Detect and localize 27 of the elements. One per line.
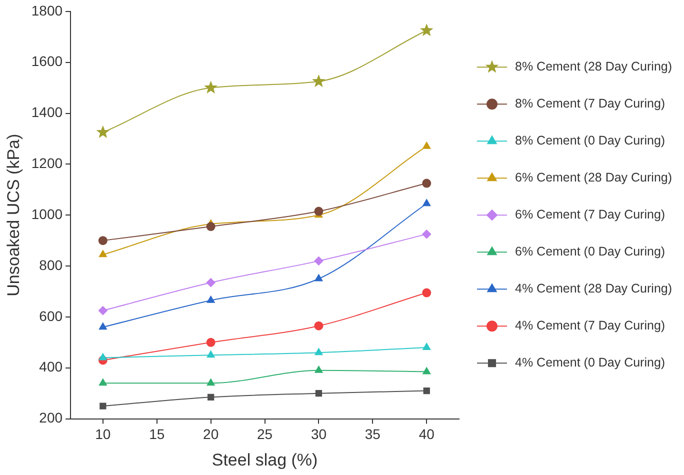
y-tick-label: 1400 [31,104,63,120]
y-tick-label: 1800 [31,2,63,18]
y-tick-label: 1200 [31,155,63,172]
y-tick-label: 200 [39,410,63,426]
x-tick-label: 20 [203,426,219,442]
x-tick-label: 15 [149,426,165,442]
legend-label: 4% Cement (28 Day Curing) [515,282,672,296]
legend-label: 6% Cement (28 Day Curing) [515,170,672,185]
legend-label: 6% Cement (0 Day Curing) [515,244,666,259]
x-tick-label: 30 [310,426,327,442]
y-tick-label: 1600 [31,53,63,70]
y-tick-label: 400 [39,358,63,375]
y-axis-title: Unsoaked UCS (kPa) [4,134,23,296]
legend-label: 4% Cement (7 Day Curing) [515,318,666,333]
x-tick-label: 40 [418,426,435,442]
legend-label: 6% Cement (7 Day Curing) [515,208,666,222]
x-tick-label: 25 [256,426,273,442]
y-tick-label: 1000 [31,206,63,222]
x-axis-title: Steel slag (%) [212,450,318,470]
x-tick-label: 10 [95,426,111,442]
y-tick-label: 800 [39,256,63,273]
y-tick-label: 600 [39,308,63,324]
x-tick-label: 35 [364,426,381,442]
legend-label: 4% Cement (0 Day Curing) [515,356,666,370]
legend-label: 8% Cement (7 Day Curing) [515,96,666,111]
legend-label: 8% Cement (0 Day Curing) [515,134,666,148]
legend-label: 8% Cement (28 Day Curing) [515,60,672,74]
